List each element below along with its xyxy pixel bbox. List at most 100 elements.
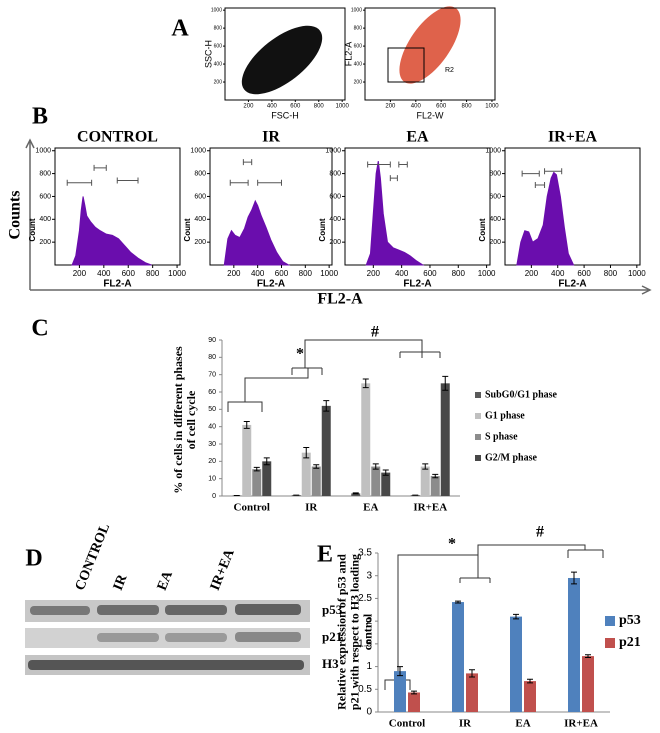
- x-axis-label: FSC-H: [271, 110, 299, 120]
- plot-frame: [224, 7, 346, 101]
- y-tick-label: 1000: [485, 148, 501, 155]
- x-tick-label: 200: [385, 104, 396, 110]
- significance-mark: #: [536, 524, 544, 541]
- x-tick-label: 400: [551, 269, 565, 278]
- scatter-cloud: [241, 25, 323, 95]
- error-bar: [372, 463, 379, 470]
- row-label: p53: [322, 602, 343, 617]
- y-tick-label: 2: [366, 616, 372, 627]
- error-bar: [571, 571, 577, 585]
- x-tick-label: 400: [267, 104, 278, 110]
- x-tick-label: 800: [452, 269, 466, 278]
- y-tick-label: 10: [208, 476, 216, 483]
- legend-swatch: [605, 616, 615, 626]
- y-tick-label: 600: [329, 193, 341, 200]
- x-tick-label: 1000: [485, 104, 499, 110]
- y-tick-label: 800: [329, 170, 341, 177]
- legend-label: SubG0/G1 phase: [485, 389, 558, 400]
- y-tick-label: 600: [489, 193, 501, 200]
- error-bar: [455, 600, 461, 604]
- y-tick-label: 200: [329, 239, 341, 246]
- y-tick-label: 0.5: [358, 684, 372, 695]
- b-xlabel: FL2-A: [317, 291, 363, 308]
- bar: [466, 673, 478, 712]
- y-axis-label: Count: [478, 218, 487, 241]
- y-tick-label: 200: [354, 79, 363, 85]
- legend-label: G2/M phase: [485, 452, 538, 463]
- x-tick-label: 600: [275, 269, 289, 278]
- y-tick-label: 600: [214, 43, 223, 49]
- y-tick-label: 2.5: [358, 593, 372, 604]
- y-tick-label: 3: [366, 570, 372, 581]
- x-tick-label: 200: [525, 269, 539, 278]
- bar: [440, 383, 450, 496]
- legend-swatch: [475, 413, 481, 419]
- x-tick-label: IR: [459, 718, 472, 730]
- y-tick-label: 90: [208, 337, 216, 344]
- x-tick-label: 1000: [336, 104, 350, 110]
- error-bar: [263, 457, 270, 466]
- y-tick-label: 1000: [351, 7, 362, 13]
- x-tick-label: IR: [305, 502, 318, 514]
- error-bar: [442, 375, 449, 391]
- error-bar: [243, 420, 250, 429]
- significance-mark: *: [448, 536, 456, 553]
- error-bar: [585, 654, 591, 658]
- panel-letter: A: [171, 16, 189, 42]
- gate-marker: [398, 161, 408, 168]
- e-ylabel: Relative expression of p53 and p21 with …: [334, 553, 375, 711]
- y-tick-label: 400: [214, 61, 223, 67]
- b-ylabel: Counts: [7, 191, 24, 240]
- error-bar: [422, 463, 429, 470]
- y-tick-label: 400: [489, 216, 501, 223]
- y-tick-label: 0: [212, 493, 216, 500]
- gate-marker: [93, 164, 107, 171]
- c-ylabel: % of cells in different phases of cell c…: [171, 346, 198, 494]
- lane-label: IR+EA: [208, 546, 238, 592]
- x-tick-label: 200: [243, 104, 254, 110]
- bar: [252, 469, 262, 496]
- x-tick-label: 600: [290, 104, 301, 110]
- error-bar: [411, 690, 417, 695]
- y-tick-label: 800: [489, 170, 501, 177]
- y-tick-label: 1000: [325, 148, 341, 155]
- bar: [311, 466, 321, 496]
- y-tick-label: 50: [208, 406, 216, 413]
- gate-marker: [242, 159, 253, 166]
- x-axis-label: FL2-A: [257, 279, 285, 290]
- gate-region: [387, 47, 425, 83]
- legend-swatch: [475, 392, 481, 398]
- error-bar: [527, 678, 533, 684]
- y-tick-label: 600: [354, 43, 363, 49]
- y-tick-label: 200: [39, 239, 51, 246]
- panel-letter: B: [32, 104, 48, 130]
- scatter-cloud: [399, 6, 461, 84]
- panel-letter: E: [317, 542, 333, 568]
- legend-label: p53: [619, 613, 641, 628]
- region-label: R2: [445, 67, 454, 74]
- y-tick-label: 600: [194, 193, 206, 200]
- x-tick-label: 400: [395, 269, 409, 278]
- x-tick-label: 200: [227, 269, 241, 278]
- gate-marker: [116, 177, 139, 184]
- x-tick-label: IR+EA: [564, 718, 598, 730]
- x-tick-label: 200: [367, 269, 381, 278]
- gate-marker: [521, 170, 540, 177]
- y-axis-label: SSC-H: [203, 40, 213, 68]
- y-axis-label: Count: [28, 218, 37, 241]
- bar: [371, 466, 381, 496]
- y-tick-label: 400: [194, 216, 206, 223]
- y-tick-label: 70: [208, 372, 216, 379]
- histogram-title: IR: [262, 129, 280, 146]
- y-tick-label: 80: [208, 354, 216, 361]
- error-bar: [253, 466, 260, 472]
- gate-marker: [66, 179, 93, 186]
- b-axes: [25, 138, 652, 295]
- bar: [568, 577, 580, 712]
- y-tick-label: 200: [194, 239, 206, 246]
- lane-label: EA: [155, 568, 177, 592]
- error-bar: [362, 378, 369, 389]
- plot-frame: [344, 147, 491, 266]
- y-tick-label: 1000: [35, 148, 51, 155]
